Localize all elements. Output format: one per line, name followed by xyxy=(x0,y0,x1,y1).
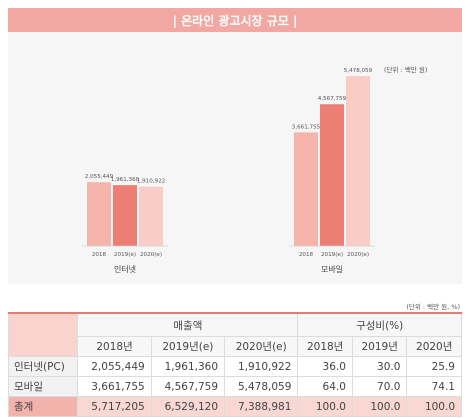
chart-area xyxy=(8,32,462,284)
table-cell: 64.0 xyxy=(297,376,353,397)
table-row-total: 총계 5,717,205 6,529,120 7,388,981 100.0 1… xyxy=(7,396,462,417)
table-cell: 74.1 xyxy=(406,376,462,397)
bar-value-label: 3,661,755 xyxy=(292,124,321,130)
table-cell: 100.0 xyxy=(406,396,462,417)
row-label: 총계 xyxy=(7,396,79,417)
category-tick-label: 2019(e) xyxy=(321,252,343,258)
table-cell: 5,478,059 xyxy=(224,376,299,397)
table-cell: 100.0 xyxy=(351,396,408,417)
category-tick-label: 2019(e) xyxy=(114,252,136,258)
table-cell: 6,529,120 xyxy=(150,396,226,417)
category-tick-label: 2020(e) xyxy=(347,252,369,258)
bar xyxy=(320,104,344,246)
table-cell: 25.9 xyxy=(406,356,462,377)
bar-value-label: 5,478,059 xyxy=(344,68,373,74)
bar-value-label: 1,961,360 xyxy=(111,177,140,183)
table-cell: 1,910,922 xyxy=(224,356,299,377)
table-corner xyxy=(7,312,79,357)
table-cell: 1,961,360 xyxy=(150,356,226,377)
table-cell: 36.0 xyxy=(297,356,353,377)
group-header-share: 구성비(%) xyxy=(297,312,462,337)
category-tick-label: 2018 xyxy=(299,252,314,258)
category-tick-label: 2018 xyxy=(92,252,107,258)
table-cell: 2,055,449 xyxy=(77,356,152,377)
chart-unit-label: (단위 : 백만 원) xyxy=(384,66,428,74)
bar-charts: 2,055,449 2018 1,961,360 2019(e) 1,910,922 20… xyxy=(82,68,375,274)
bar xyxy=(113,185,137,246)
group-header-sales: 매출액 xyxy=(77,312,299,337)
table-cell: 7,388,981 xyxy=(224,396,299,417)
category-tick-label: 2020(e) xyxy=(140,252,162,258)
bar-value-label: 2,055,449 xyxy=(85,174,114,180)
data-table: 매출액 구성비(%) 2018년 2019년(e) 2020년(e) 2018년… xyxy=(7,312,462,417)
column-header: 2019년 xyxy=(351,336,408,357)
bar xyxy=(139,186,163,246)
table-cell: 70.0 xyxy=(351,376,408,397)
page-title: | 온라인 광고시장 규모 | xyxy=(8,8,462,32)
table-cell: 4,567,759 xyxy=(150,376,226,397)
table-cell: 5,717,205 xyxy=(77,396,152,417)
bar xyxy=(294,132,318,246)
group-label: 인터넷 xyxy=(114,264,136,274)
table-cell: 30.0 xyxy=(351,356,408,377)
column-header: 2019년(e) xyxy=(150,336,226,357)
table-cell: 3,661,755 xyxy=(77,376,152,397)
table-unit-label: (단위 : 백만 원, %) xyxy=(406,303,460,311)
column-header: 2020년 xyxy=(406,336,462,357)
column-header: 2018년 xyxy=(77,336,152,357)
group-label: 모바일 xyxy=(321,264,343,274)
column-header: 2020년(e) xyxy=(224,336,299,357)
row-label: 모바일 xyxy=(7,376,79,397)
row-label: 인터넷(PC) xyxy=(7,356,79,377)
table-row: 모바일 3,661,755 4,567,759 5,478,059 64.0 7… xyxy=(7,376,462,397)
table-row: 인터넷(PC) 2,055,449 1,961,360 1,910,922 36… xyxy=(7,356,462,377)
table-cell: 100.0 xyxy=(297,396,353,417)
bar-value-label: 1,910,922 xyxy=(137,179,165,185)
column-header: 2018년 xyxy=(297,336,353,357)
bar xyxy=(87,182,111,246)
bar-value-label: 4,567,759 xyxy=(318,96,347,102)
bar xyxy=(346,75,370,246)
